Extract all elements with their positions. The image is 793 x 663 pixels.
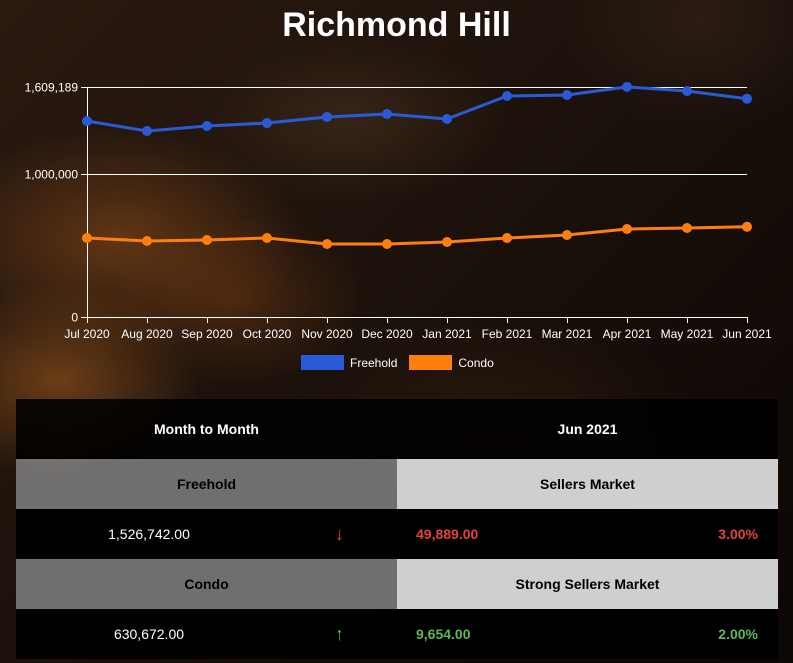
data-point xyxy=(502,91,512,101)
chart-legend: Freehold Condo xyxy=(301,355,500,370)
x-tick-label: Aug 2020 xyxy=(121,327,173,341)
data-point xyxy=(322,239,332,249)
x-tick-label: May 2021 xyxy=(661,327,714,341)
data-point xyxy=(142,236,152,246)
data-point xyxy=(682,223,692,233)
y-tick-label: 0 xyxy=(71,311,78,325)
data-point xyxy=(382,239,392,249)
x-tick-label: Nov 2020 xyxy=(301,327,353,341)
table-row-condo-data: 630,672.00 ↑ 9,654.00 2.00% xyxy=(16,609,778,659)
x-tick-label: Dec 2020 xyxy=(361,327,413,341)
data-point xyxy=(382,109,392,119)
legend-swatch-freehold[interactable] xyxy=(301,355,344,370)
chart-axes: 0 1,000,000 1,609,189 Jul 2020 Aug 2020 Sep 2… xyxy=(25,81,772,342)
data-point xyxy=(622,81,632,92)
data-point xyxy=(442,237,452,247)
header-month-to-month: Month to Month xyxy=(154,421,259,437)
data-point xyxy=(622,224,632,234)
x-tick-label: Jun 2021 xyxy=(722,327,772,341)
price-freehold: 1,526,742.00 xyxy=(108,526,190,542)
percent-condo: 2.00% xyxy=(718,626,758,642)
table-row-freehold-category: Freehold Sellers Market xyxy=(16,459,778,509)
category-label-condo: Condo xyxy=(16,559,397,609)
x-tick-label: Feb 2021 xyxy=(482,327,533,341)
legend-label-condo: Condo xyxy=(458,355,494,370)
price-condo: 630,672.00 xyxy=(113,626,185,642)
y-tick-label: 1,000,000 xyxy=(25,168,79,182)
data-point xyxy=(142,126,152,136)
table-row-freehold-data: 1,526,742.00 ↓ 49,889.00 3.00% xyxy=(16,509,778,559)
series-line-freehold xyxy=(86,85,748,133)
change-condo: 9,654.00 xyxy=(416,626,471,642)
data-point xyxy=(82,116,92,126)
data-point xyxy=(682,86,692,96)
data-point xyxy=(502,233,512,243)
x-tick-label: Jan 2021 xyxy=(422,327,472,341)
percent-freehold: 3.00% xyxy=(718,526,758,542)
change-freehold: 49,889.00 xyxy=(416,526,479,542)
data-point xyxy=(262,233,272,243)
data-point xyxy=(82,233,92,243)
header-month: Jun 2021 xyxy=(557,421,618,437)
data-point xyxy=(322,112,332,122)
legend-swatch-condo[interactable] xyxy=(409,355,453,370)
line-chart: 0 1,000,000 1,609,189 Jul 2020 Aug 2020 Sep 2… xyxy=(25,81,772,342)
table-header-row: Month to Month Jun 2021 xyxy=(16,399,778,459)
data-point xyxy=(742,93,752,104)
arrow-up-icon: ↑ xyxy=(335,623,344,644)
x-tick-label: Sep 2020 xyxy=(181,327,233,341)
data-point xyxy=(442,114,452,124)
data-point xyxy=(742,221,752,232)
x-tick-label: Apr 2021 xyxy=(603,327,652,341)
data-point xyxy=(562,90,572,100)
page-title: Richmond Hill xyxy=(282,6,511,44)
data-point xyxy=(262,118,272,128)
chart-series xyxy=(82,81,752,249)
market-summary-table: Month to Month Jun 2021 Freehold Sellers… xyxy=(16,399,778,659)
market-status-freehold: Sellers Market xyxy=(397,459,778,509)
category-label-freehold: Freehold xyxy=(16,459,397,509)
data-point xyxy=(562,230,572,240)
x-tick-label: Oct 2020 xyxy=(243,327,292,341)
table-row-condo-category: Condo Strong Sellers Market xyxy=(16,559,778,609)
arrow-down-icon: ↓ xyxy=(335,523,344,544)
series-line-condo xyxy=(86,225,748,246)
y-tick-label: 1,609,189 xyxy=(25,81,79,95)
data-point xyxy=(202,121,212,131)
data-point xyxy=(202,235,212,245)
x-tick-label: Jul 2020 xyxy=(64,327,110,341)
chart-gridlines xyxy=(87,87,747,175)
market-status-condo: Strong Sellers Market xyxy=(397,559,778,609)
legend-label-freehold[interactable]: Freehold xyxy=(350,355,398,370)
x-tick-label: Mar 2021 xyxy=(542,327,593,341)
